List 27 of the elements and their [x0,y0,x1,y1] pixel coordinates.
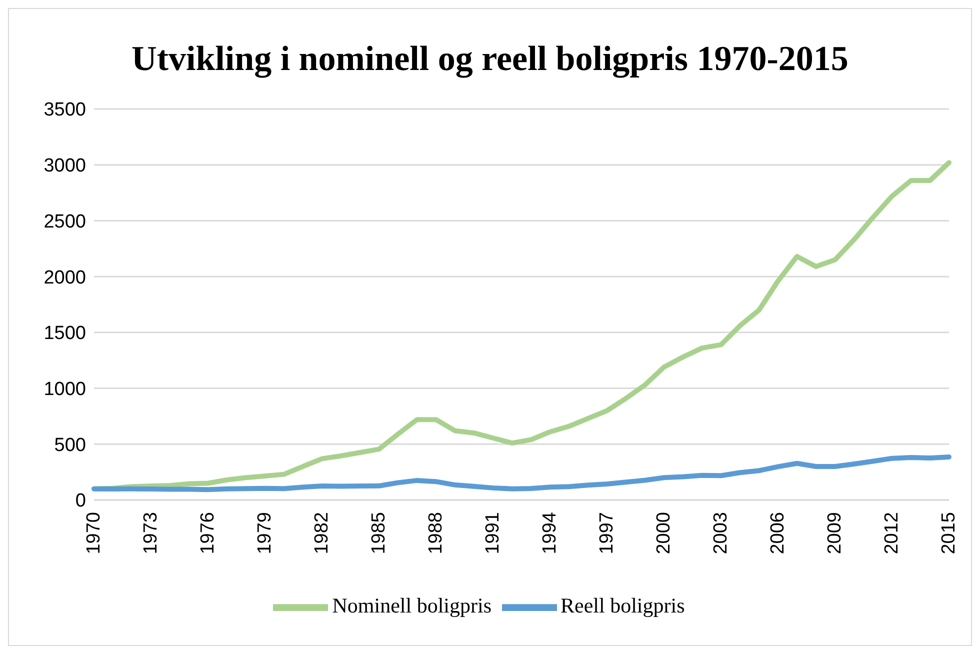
legend-label: Reell boligpris [560,593,685,618]
legend-label: Nominell boligpris [332,593,492,618]
y-tick-label: 0 [75,490,86,512]
y-tick-label: 2500 [44,211,86,232]
x-tick-label: 1979 [254,512,276,554]
y-tick-label: 3000 [44,156,86,177]
x-tick-label: 2003 [710,512,732,554]
x-tick-label: 1991 [482,512,504,554]
x-tick-label: 2015 [938,512,960,554]
x-tick-label: 1970 [84,512,104,554]
x-tick-label: 1976 [198,512,218,554]
x-tick-label: 1994 [540,512,560,554]
x-tick-label: 2012 [882,512,902,554]
y-tick-label: 1000 [44,379,86,400]
x-tick-label: 1985 [368,512,390,554]
y-tick-label: 2000 [44,267,86,288]
x-tick-label: 1988 [426,512,446,554]
x-tick-label: 2009 [824,512,846,554]
x-tick-label: 1973 [140,512,162,554]
y-tick-label: 3500 [44,100,86,121]
x-tick-label: 1982 [312,512,332,554]
x-tick-label: 1997 [596,512,618,554]
x-tick-label: 2000 [654,512,674,554]
chart-title: Utvikling i nominell og reell boligpris 1970-2015 [130,38,850,80]
y-tick-label: 500 [54,434,86,456]
x-tick-label: 2006 [768,512,788,554]
y-tick-label: 1500 [44,323,86,344]
